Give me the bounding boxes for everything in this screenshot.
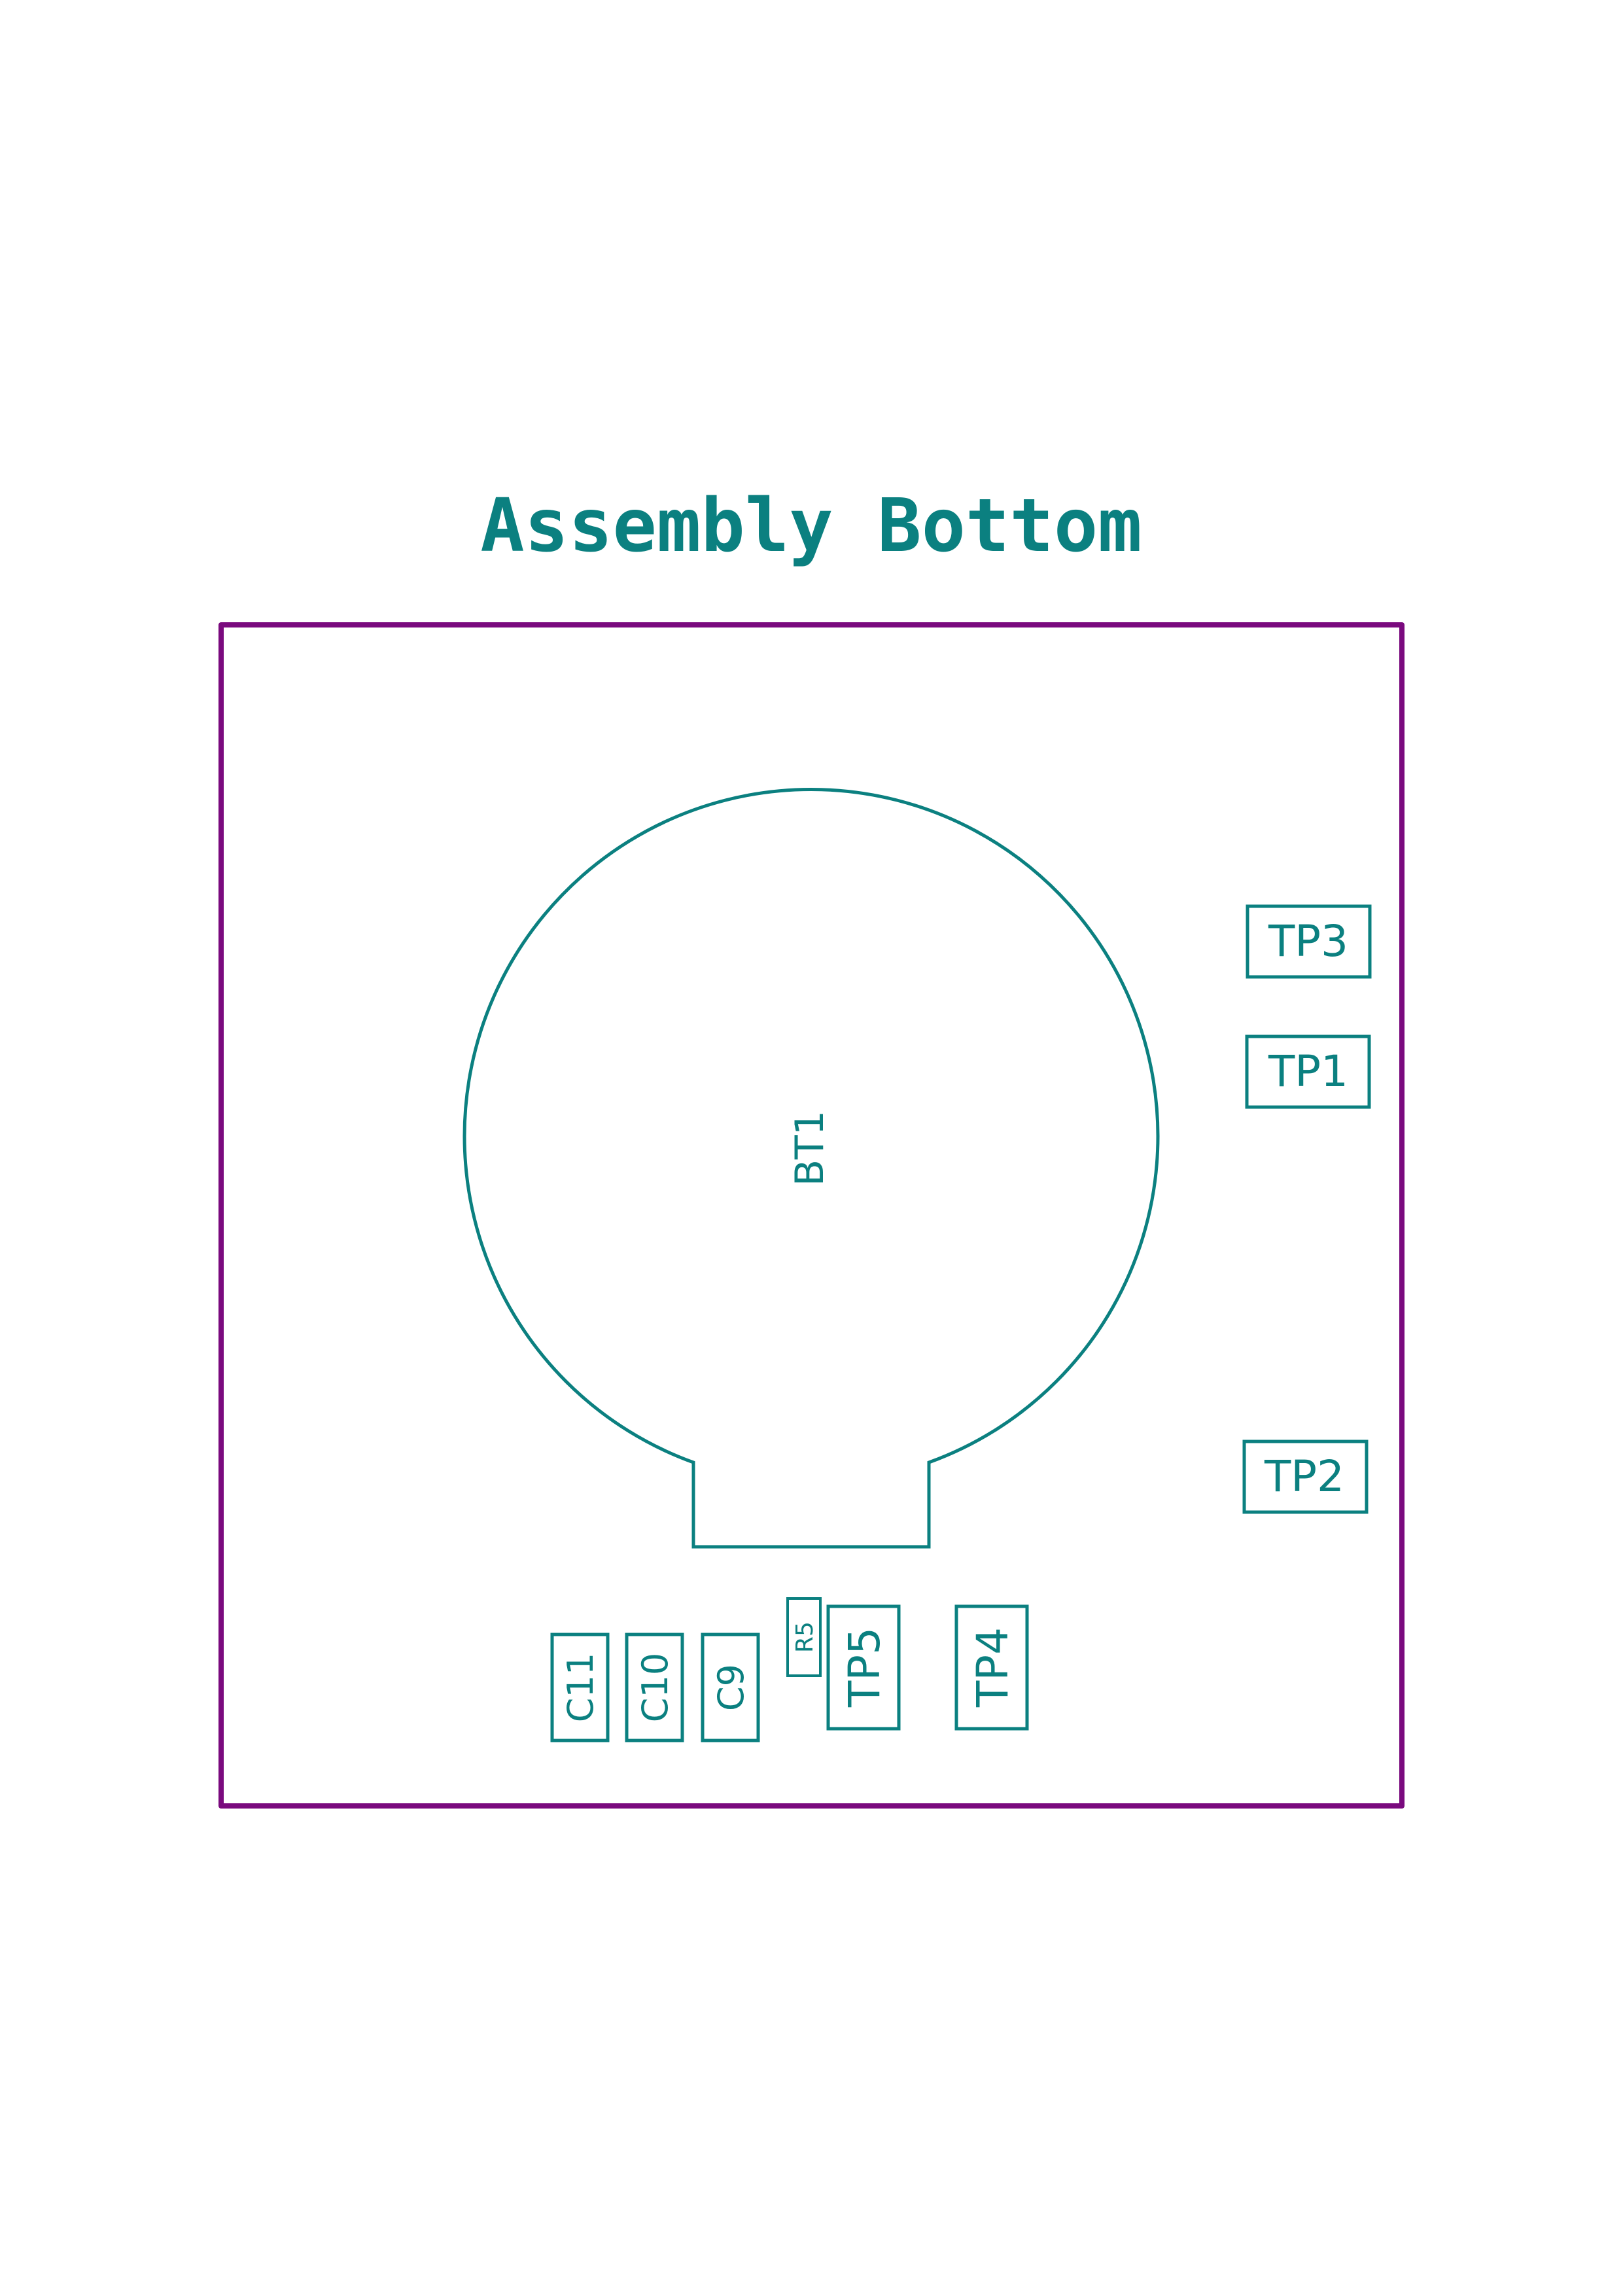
drawing-title: Assembly Bottom xyxy=(480,484,1142,569)
c11-label: C11 xyxy=(560,1653,601,1722)
tp1-outline xyxy=(1245,1034,1371,1109)
r5-outline xyxy=(786,1597,822,1677)
tp4-outline xyxy=(954,1604,1029,1731)
c10-label: C10 xyxy=(635,1653,676,1722)
bt1-label: BT1 xyxy=(787,1110,833,1186)
tp2-outline xyxy=(1242,1439,1369,1514)
tp3-outline xyxy=(1246,904,1372,979)
r5-label: R5 xyxy=(792,1621,818,1653)
tp1-label: TP1 xyxy=(1268,1046,1348,1097)
tp2-label: TP2 xyxy=(1264,1451,1344,1502)
c10-outline xyxy=(625,1633,684,1742)
bt1-outline xyxy=(462,788,1160,1549)
tp4-label: TP4 xyxy=(968,1627,1018,1708)
c9-label: C9 xyxy=(710,1664,752,1711)
tp5-outline xyxy=(826,1604,901,1731)
tp5-label: TP5 xyxy=(839,1627,890,1708)
c9-outline xyxy=(701,1633,760,1742)
board-outline xyxy=(218,622,1405,1809)
c11-outline xyxy=(550,1633,610,1742)
tp3-label: TP3 xyxy=(1268,916,1348,966)
